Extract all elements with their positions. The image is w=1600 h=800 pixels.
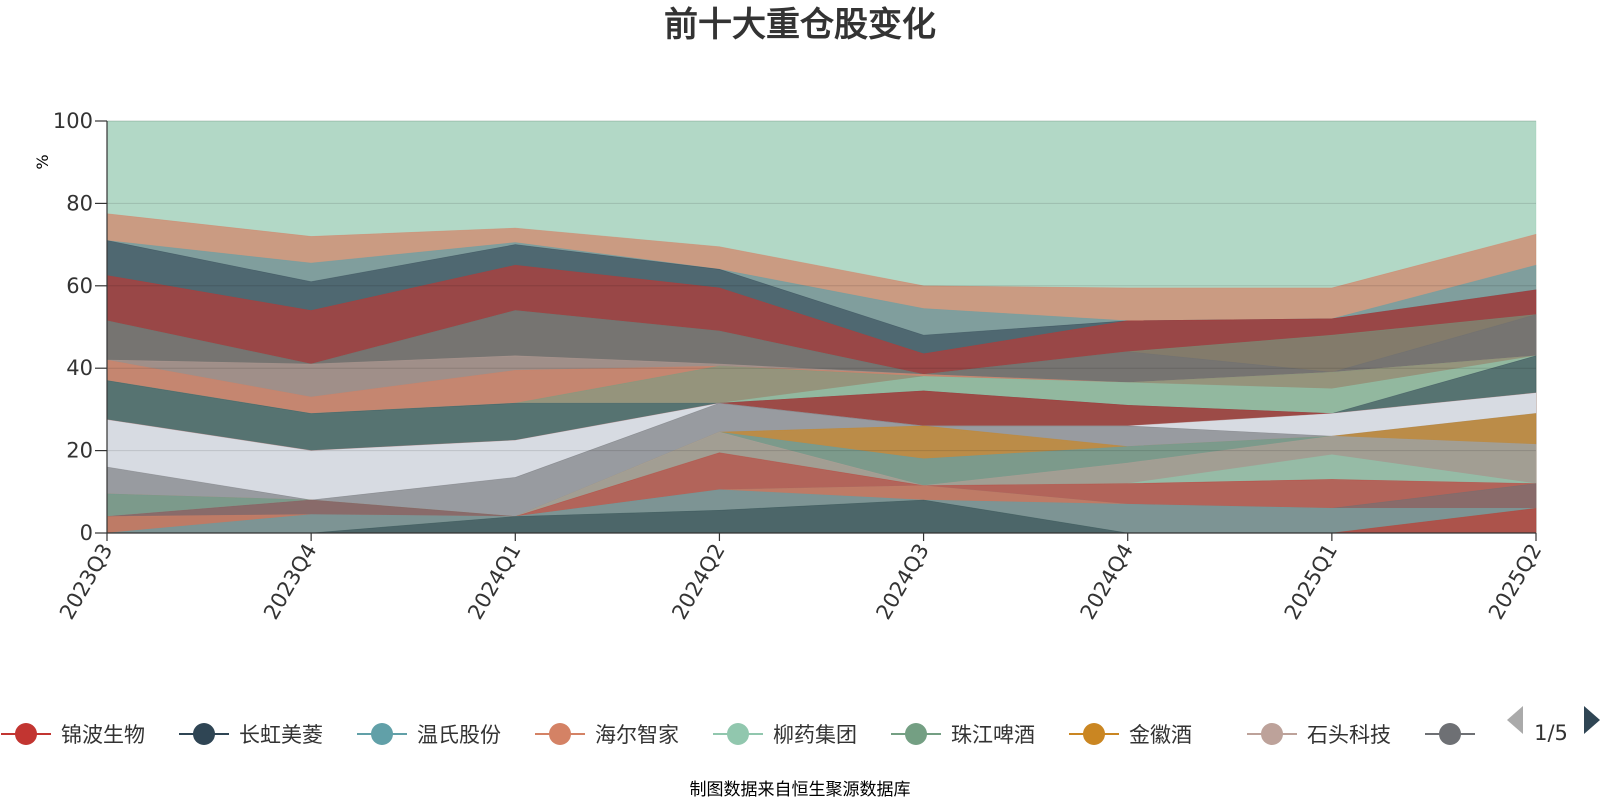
x-tick-label: 2025Q1 <box>1280 540 1342 624</box>
legend-label: 石头科技 <box>1307 723 1391 747</box>
y-tick-label: 100 <box>53 109 93 133</box>
legend-next-page-icon[interactable] <box>1584 706 1600 734</box>
grid-lines <box>107 120 1536 452</box>
y-tick-label: 80 <box>66 191 93 215</box>
legend-item[interactable]: 柳药集团 <box>713 723 857 747</box>
legend-items: 锦波生物 长虹美菱 温氏股份 海尔智家 柳药集团 珠江啤酒 金徽酒 石头科技 登 <box>1 723 1506 747</box>
legend-item[interactable]: 长虹美菱 <box>179 723 323 747</box>
legend-pager: 1/5 <box>1507 706 1600 745</box>
data-source-footer: 制图数据来自恒生聚源数据库 <box>690 780 911 800</box>
legend-item[interactable]: 石头科技 <box>1247 723 1391 747</box>
legend-item[interactable]: 金徽酒 <box>1069 723 1192 747</box>
legend-page-indicator: 1/5 <box>1534 721 1568 745</box>
legend-item[interactable]: 登 <box>1425 723 1506 747</box>
chart-title: 前十大重仓股变化 <box>664 5 936 45</box>
legend-circle-marker <box>193 723 215 745</box>
x-tick-label: 2024Q1 <box>463 540 525 624</box>
y-tick-label: 20 <box>66 439 93 463</box>
legend-circle-marker <box>371 723 393 745</box>
legend-item[interactable]: 锦波生物 <box>1 723 145 747</box>
legend-label: 登 <box>1485 723 1506 747</box>
legend-label: 柳药集团 <box>773 723 857 747</box>
legend-label: 海尔智家 <box>595 723 679 747</box>
y-tick-label: 0 <box>80 521 93 545</box>
legend-label: 金徽酒 <box>1129 723 1192 747</box>
legend-circle-marker <box>1439 723 1461 745</box>
legend-label: 锦波生物 <box>61 723 145 747</box>
legend-circle-marker <box>549 723 571 745</box>
y-axis-unit-label: % <box>33 154 52 169</box>
legend-item[interactable]: 海尔智家 <box>535 723 679 747</box>
y-tick-label: 40 <box>66 356 93 380</box>
legend-label: 珠江啤酒 <box>951 723 1035 747</box>
legend-item[interactable]: 温氏股份 <box>357 723 501 747</box>
legend-circle-marker <box>15 723 37 745</box>
legend-prev-page-icon[interactable] <box>1507 706 1523 734</box>
legend-circle-marker <box>727 723 749 745</box>
x-tick-label: 2024Q3 <box>871 540 933 624</box>
legend-label: 温氏股份 <box>417 723 501 747</box>
legend: 锦波生物 长虹美菱 温氏股份 海尔智家 柳药集团 珠江啤酒 金徽酒 石头科技 登 <box>1 723 1506 747</box>
x-tick-label: 2024Q2 <box>667 540 729 624</box>
legend-item[interactable]: 珠江啤酒 <box>891 723 1035 747</box>
area-series-group <box>106 120 1537 534</box>
x-tick-label: 2025Q2 <box>1484 540 1546 624</box>
x-tick-label: 2023Q4 <box>259 540 321 624</box>
legend-circle-marker <box>1261 723 1283 745</box>
legend-circle-marker <box>1083 723 1105 745</box>
x-tick-label: 2023Q3 <box>55 540 117 624</box>
legend-label: 长虹美菱 <box>239 723 323 747</box>
x-tick-label: 2024Q4 <box>1076 540 1138 624</box>
y-tick-label: 60 <box>66 274 93 298</box>
legend-circle-marker <box>905 723 927 745</box>
